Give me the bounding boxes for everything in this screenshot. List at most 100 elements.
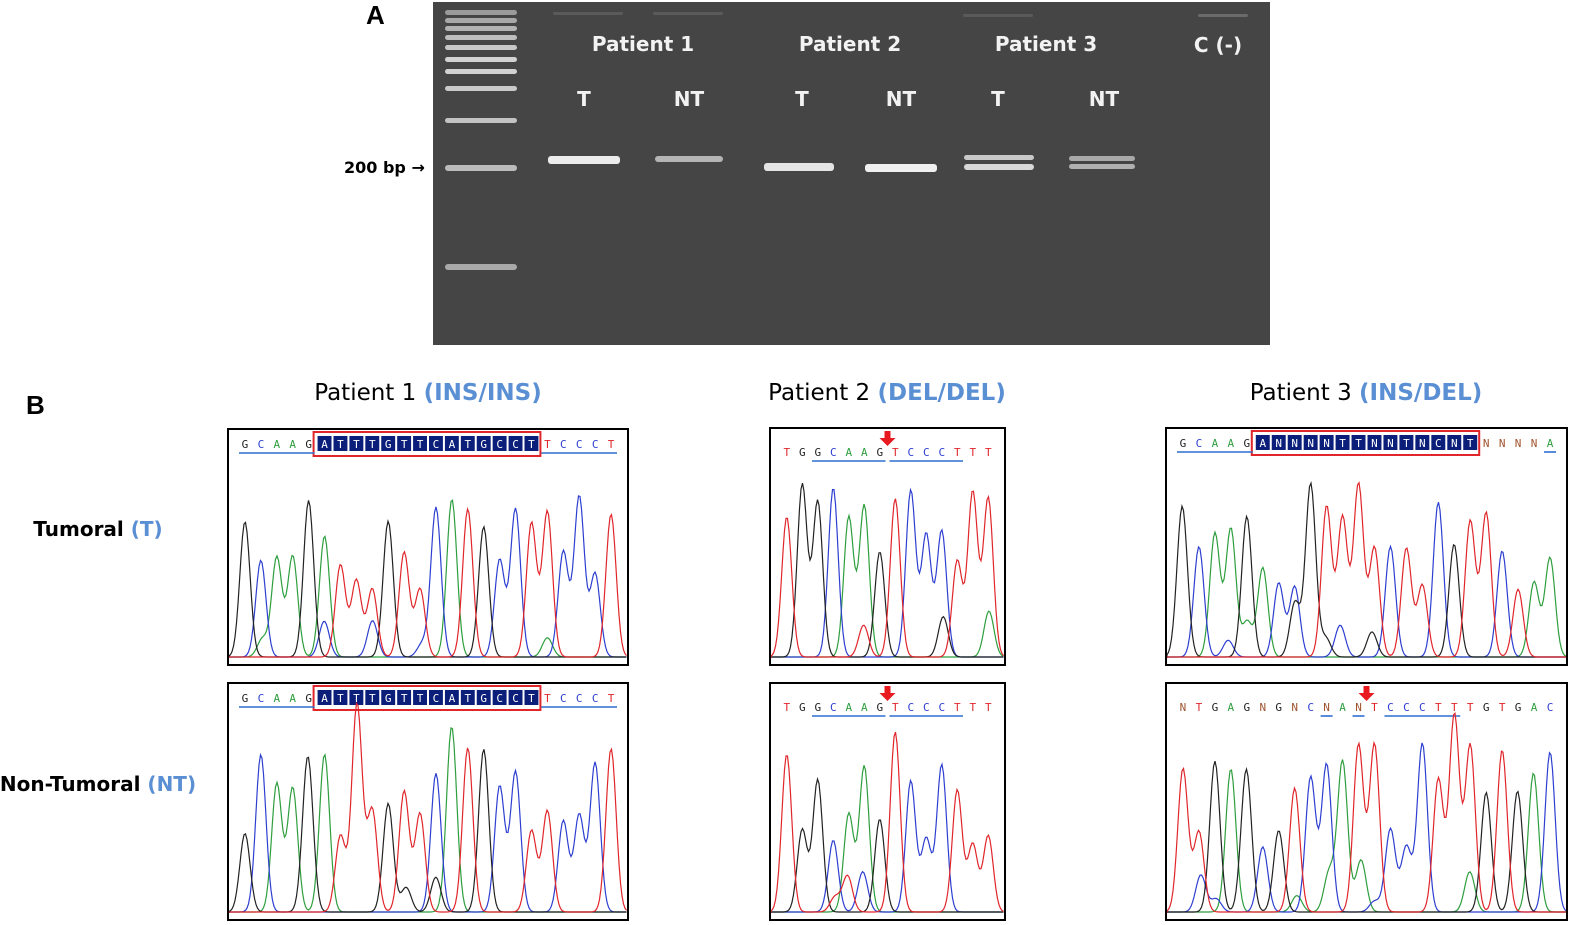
base-call: A	[321, 692, 328, 705]
pcr-band	[655, 156, 723, 162]
base-call: N	[1307, 437, 1314, 450]
base-highlight	[413, 436, 427, 451]
base-call: T	[1371, 701, 1378, 714]
trace-line-A	[1167, 759, 1566, 913]
base-call: G	[814, 446, 821, 459]
pcr-band	[1069, 156, 1135, 161]
base-call: G	[385, 692, 392, 705]
base-call: N	[1355, 701, 1362, 714]
well	[553, 12, 623, 15]
base-call: C	[576, 692, 583, 705]
mutation-arrow-icon	[879, 431, 896, 446]
base-call: G	[876, 701, 883, 714]
base-call: T	[1499, 701, 1506, 714]
base-call: T	[544, 438, 551, 451]
trace-line-T	[229, 506, 627, 658]
size-marker-label: 200 bp →	[344, 158, 425, 177]
base-call: A	[1531, 701, 1538, 714]
base-highlight	[1463, 435, 1478, 450]
base-call: T	[401, 438, 408, 451]
lane-label: NT	[885, 87, 917, 111]
base-highlight	[333, 690, 348, 705]
insertion-highlight-box	[312, 431, 542, 457]
base-call: T	[1467, 437, 1474, 450]
base-highlight	[1335, 435, 1350, 450]
base-call: A	[289, 438, 296, 451]
base-call: T	[417, 692, 424, 705]
base-call: N	[1451, 437, 1458, 450]
base-call: C	[938, 701, 945, 714]
base-call: G	[1212, 701, 1219, 714]
base-highlight	[365, 690, 380, 705]
base-call: T	[544, 692, 551, 705]
base-highlight	[1415, 435, 1430, 450]
negative-control-label: C (-)	[1193, 33, 1243, 57]
base-highlight	[1351, 435, 1366, 450]
base-highlight	[1303, 435, 1318, 450]
base-call: C	[923, 446, 930, 459]
base-call: T	[985, 701, 992, 714]
base-call: A	[845, 701, 852, 714]
well	[963, 14, 1033, 17]
base-call: G	[1483, 701, 1490, 714]
base-highlight	[381, 690, 396, 705]
base-highlight	[429, 436, 443, 451]
base-highlight	[1271, 435, 1286, 450]
base-highlight	[333, 436, 348, 451]
base-call: A	[845, 446, 852, 459]
patient-3-label: Patient 3	[994, 32, 1098, 56]
base-highlight	[317, 436, 332, 451]
pcr-band	[865, 164, 937, 172]
base-highlight	[460, 690, 475, 705]
pcr-band	[764, 163, 834, 171]
base-call: T	[1403, 437, 1410, 450]
base-call: A	[273, 438, 280, 451]
base-call: C	[1435, 437, 1442, 450]
base-call: C	[433, 692, 440, 705]
base-call: T	[528, 438, 535, 451]
panel-b-letter: B	[26, 390, 45, 420]
base-call: N	[1275, 437, 1282, 450]
base-call: N	[1259, 701, 1266, 714]
base-call: T	[417, 438, 424, 451]
patient-1-label: Patient 1	[591, 32, 695, 56]
base-call: C	[1307, 701, 1314, 714]
base-call: C	[907, 446, 914, 459]
base-call: T	[353, 438, 360, 451]
pcr-band	[964, 164, 1034, 170]
base-call: A	[1212, 437, 1219, 450]
pcr-band	[1069, 164, 1135, 169]
base-highlight	[397, 436, 412, 451]
genotype-label: (INS/DEL)	[1359, 380, 1483, 406]
base-call: T	[1355, 437, 1362, 450]
base-call: G	[799, 701, 806, 714]
base-call: C	[830, 446, 837, 459]
column-title-patient-1: Patient 1 (INS/INS)	[314, 380, 542, 406]
base-call: A	[449, 438, 456, 451]
base-highlight	[476, 690, 491, 705]
base-highlight	[492, 436, 507, 451]
base-call: T	[954, 701, 961, 714]
base-call: C	[1196, 437, 1203, 450]
base-highlight	[1447, 435, 1462, 450]
base-call: G	[1244, 437, 1251, 450]
base-highlight	[508, 690, 523, 705]
base-call: C	[496, 438, 503, 451]
base-highlight	[1255, 435, 1270, 450]
base-call: C	[907, 701, 914, 714]
base-call: T	[369, 438, 376, 451]
base-call: T	[337, 692, 344, 705]
base-highlight	[444, 690, 459, 705]
base-call: G	[305, 692, 312, 705]
base-highlight	[1319, 435, 1334, 450]
base-call: T	[1435, 701, 1442, 714]
base-call: C	[576, 438, 583, 451]
mutation-arrow-icon	[1358, 686, 1375, 701]
lane-label: T	[577, 87, 591, 111]
patient-name: Patient 2	[768, 380, 878, 406]
